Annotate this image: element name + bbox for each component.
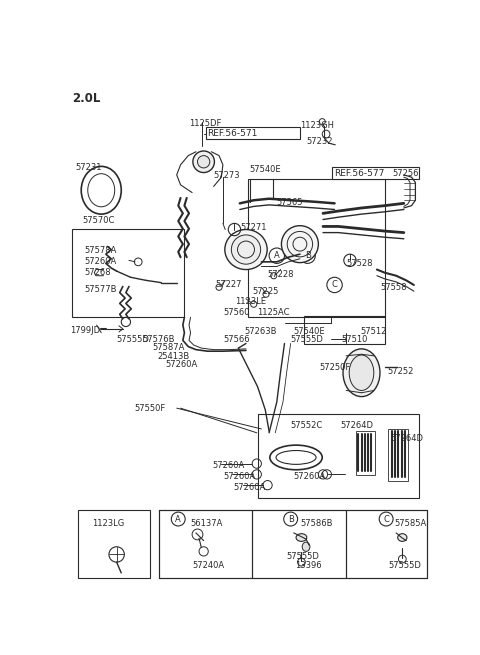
Ellipse shape xyxy=(193,151,215,172)
Bar xyxy=(252,510,346,578)
Bar xyxy=(356,431,375,475)
Text: 1123LG: 1123LG xyxy=(92,519,124,528)
Text: 57260A: 57260A xyxy=(223,472,255,481)
Text: 57271: 57271 xyxy=(240,223,267,233)
Text: 57566: 57566 xyxy=(223,335,250,344)
Bar xyxy=(78,510,150,578)
Text: REF.56-577: REF.56-577 xyxy=(335,170,385,178)
Text: 57540E: 57540E xyxy=(250,165,281,174)
Text: 57570C: 57570C xyxy=(83,215,115,225)
Text: 57225: 57225 xyxy=(252,286,278,295)
Text: 57578A: 57578A xyxy=(84,246,117,255)
Text: 57240A: 57240A xyxy=(192,561,224,571)
Ellipse shape xyxy=(281,226,318,263)
Text: 25413B: 25413B xyxy=(157,352,190,361)
Text: 57512: 57512 xyxy=(360,327,386,335)
Text: 57260A: 57260A xyxy=(212,461,244,470)
Bar xyxy=(248,179,384,317)
Text: 57528: 57528 xyxy=(346,259,372,268)
Text: 57250F: 57250F xyxy=(319,364,350,373)
Text: 57264D: 57264D xyxy=(340,421,373,430)
Text: 56137A: 56137A xyxy=(191,519,223,528)
Bar xyxy=(206,127,300,140)
Ellipse shape xyxy=(197,156,210,168)
Text: 1123GH: 1123GH xyxy=(300,121,334,130)
Text: A: A xyxy=(175,515,181,523)
Text: B: B xyxy=(288,515,294,523)
Text: 57260A: 57260A xyxy=(165,360,197,369)
Text: 57232: 57232 xyxy=(306,137,333,146)
Bar xyxy=(72,229,184,317)
Text: 57273: 57273 xyxy=(214,171,240,180)
Text: 57264D: 57264D xyxy=(391,434,424,443)
Ellipse shape xyxy=(343,349,380,397)
Text: 57560: 57560 xyxy=(223,308,250,317)
Ellipse shape xyxy=(302,542,310,552)
Text: 13396: 13396 xyxy=(295,561,322,571)
Text: 57555D: 57555D xyxy=(287,552,320,561)
Text: 57550F: 57550F xyxy=(134,403,166,413)
Ellipse shape xyxy=(349,355,374,390)
Text: 57228: 57228 xyxy=(267,270,294,278)
Text: 57260A: 57260A xyxy=(84,257,117,266)
Text: 57252: 57252 xyxy=(388,367,414,377)
Ellipse shape xyxy=(398,534,407,542)
Text: 1125DF: 1125DF xyxy=(189,119,221,128)
Text: 57260A: 57260A xyxy=(234,483,266,492)
Text: 57587A: 57587A xyxy=(152,343,184,352)
Text: 57227: 57227 xyxy=(215,280,242,290)
Text: C: C xyxy=(332,280,337,290)
Text: 57565: 57565 xyxy=(277,198,303,207)
Text: 57263B: 57263B xyxy=(244,327,277,335)
Bar xyxy=(304,316,384,345)
Text: 1799JD: 1799JD xyxy=(71,326,101,335)
Text: 57552C: 57552C xyxy=(291,421,323,430)
Text: 57555D: 57555D xyxy=(291,335,324,344)
Ellipse shape xyxy=(296,534,307,542)
Ellipse shape xyxy=(231,235,261,264)
Text: 57576B: 57576B xyxy=(142,335,175,344)
Bar xyxy=(258,413,419,498)
Text: B: B xyxy=(305,252,311,260)
Text: 57577B: 57577B xyxy=(84,285,117,294)
Text: 57586B: 57586B xyxy=(300,519,332,528)
Text: A: A xyxy=(274,252,280,260)
Ellipse shape xyxy=(225,229,267,270)
Text: REF.56-571: REF.56-571 xyxy=(207,130,258,138)
Text: 57510: 57510 xyxy=(341,335,368,344)
Text: 57231: 57231 xyxy=(75,163,102,172)
Text: 2.0L: 2.0L xyxy=(72,92,100,105)
Bar xyxy=(388,429,408,481)
Bar xyxy=(159,510,427,578)
Bar xyxy=(346,510,427,578)
Text: 57540E: 57540E xyxy=(294,327,325,335)
Text: 57555D: 57555D xyxy=(117,335,149,344)
Text: 57555D: 57555D xyxy=(388,561,421,571)
Text: 1123LE: 1123LE xyxy=(235,297,266,307)
Text: 57585A: 57585A xyxy=(395,519,427,528)
Text: 57268: 57268 xyxy=(84,268,111,277)
Text: C: C xyxy=(383,515,389,523)
Text: 57256: 57256 xyxy=(392,170,419,178)
Text: 1125AC: 1125AC xyxy=(258,308,290,317)
Bar xyxy=(159,510,252,578)
Text: 57558: 57558 xyxy=(381,283,407,291)
Text: 57260A: 57260A xyxy=(294,472,326,481)
Bar xyxy=(332,167,419,179)
